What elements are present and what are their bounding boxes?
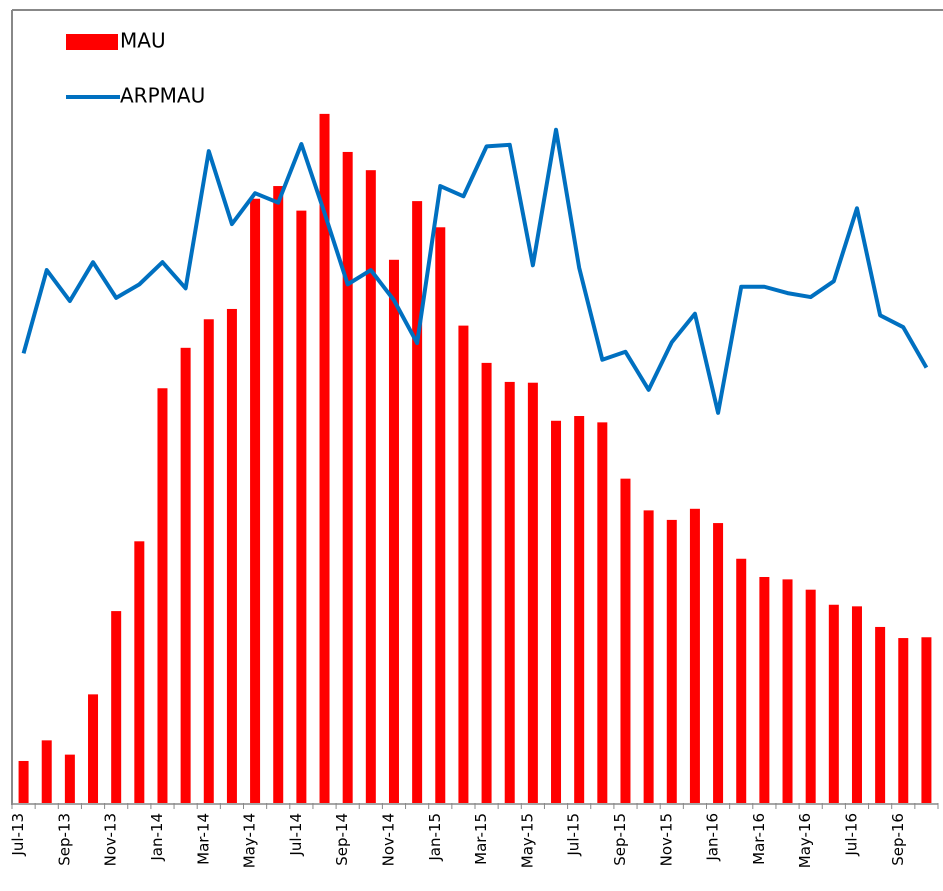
bar	[921, 637, 932, 803]
bar	[88, 694, 99, 803]
x-tick-label: Jul-16	[842, 813, 860, 857]
x-tick-label: May-16	[796, 813, 814, 868]
plot: Jul-13 Sep-13 Nov-13 Jan-14 Mar-14 May-14 Jul-…	[9, 113, 939, 868]
bar	[527, 382, 538, 803]
x-tick-label: Sep-16	[889, 813, 907, 866]
bar	[666, 519, 677, 803]
bar	[64, 754, 75, 803]
bar	[435, 227, 446, 804]
bar	[574, 416, 585, 803]
x-tick-label: Jul-15	[565, 813, 583, 857]
x-tick-label: Jan-15	[426, 813, 444, 862]
bar	[481, 362, 492, 803]
bar	[551, 420, 562, 803]
bar	[226, 308, 237, 803]
bar	[689, 508, 700, 803]
x-tick-label: Mar-16	[750, 813, 768, 865]
bar	[342, 151, 353, 803]
bar	[782, 579, 793, 803]
legend: MAU ARPMAU	[66, 29, 205, 108]
bar	[828, 604, 839, 803]
legend-swatch	[66, 34, 118, 50]
line	[21, 127, 929, 415]
x-tick-label: May-14	[241, 813, 259, 868]
x-tick-label: Jul-13	[9, 813, 27, 857]
x-tick-label: Nov-14	[379, 813, 397, 866]
x-tick-label: Sep-13	[55, 813, 73, 866]
bar	[851, 606, 862, 803]
bar	[365, 170, 376, 803]
bar	[620, 478, 631, 803]
bar	[875, 626, 886, 803]
bar	[713, 523, 724, 803]
bar	[805, 589, 816, 803]
bar	[412, 201, 423, 803]
bar	[41, 740, 52, 803]
bar	[273, 186, 284, 803]
bar	[504, 381, 515, 803]
bar	[296, 210, 307, 803]
x-tick-label: Sep-15	[611, 813, 629, 866]
x-tick-label: Sep-14	[333, 813, 351, 866]
bar	[157, 388, 168, 803]
x-tick-label: Mar-14	[194, 813, 212, 865]
bar	[250, 198, 261, 803]
x-tick-label: Nov-15	[657, 813, 675, 866]
legend-label: MAU	[120, 29, 166, 53]
x-tick-label: Nov-13	[102, 813, 120, 866]
legend-label: ARPMAU	[120, 84, 205, 108]
x-tick-label: Jul-14	[287, 813, 305, 857]
bar	[597, 422, 608, 803]
bar	[203, 319, 214, 803]
x-tick-label: Jan-14	[148, 813, 166, 862]
bar	[134, 541, 145, 803]
x-tick-label: May-15	[518, 813, 536, 868]
bar	[759, 576, 770, 803]
x-tick-label: Mar-15	[472, 813, 490, 865]
x-tick-label: Jan-16	[704, 813, 722, 862]
bar	[111, 611, 122, 803]
bar	[18, 760, 29, 803]
bar	[180, 347, 191, 803]
bar	[319, 113, 330, 804]
bar	[643, 510, 654, 803]
bar	[388, 259, 399, 803]
bar	[898, 638, 909, 803]
bar	[736, 558, 747, 803]
bar	[458, 325, 469, 803]
